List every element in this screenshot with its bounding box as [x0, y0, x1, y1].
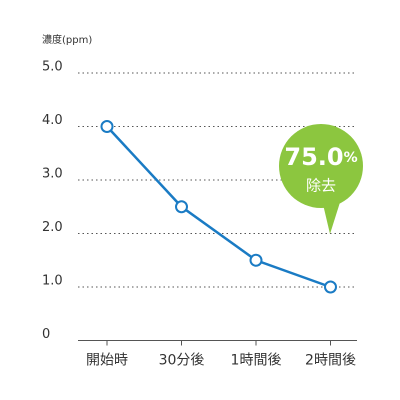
y-tick-label: 3.0 [42, 167, 63, 182]
line [106, 125, 331, 289]
x-tick-label: 2時間後 [305, 353, 356, 369]
point [324, 280, 337, 294]
y-tick-label: 4.0 [42, 113, 63, 128]
callout-pointer [322, 196, 342, 234]
x-tick-label: 開始時 [86, 353, 128, 369]
y-axis-label: 濃度(ppm) [42, 33, 92, 46]
callout-bubble [279, 124, 363, 208]
y-tick-label: 5.0 [42, 60, 63, 75]
x-tick-label: 30分後 [159, 353, 205, 369]
callout-number: 75.0 [284, 143, 343, 171]
y-tick-label: 0 [42, 327, 50, 342]
callout-unit: % [344, 150, 358, 166]
callout-label: 除去 [306, 177, 336, 195]
y-tick-label: 2.0 [42, 220, 63, 235]
point [249, 253, 263, 267]
y-tick-label: 1.0 [42, 274, 63, 289]
callout-value: 75.0% [284, 143, 357, 171]
x-tick-label: 1時間後 [231, 353, 282, 369]
point [175, 200, 188, 214]
point [100, 120, 114, 133]
